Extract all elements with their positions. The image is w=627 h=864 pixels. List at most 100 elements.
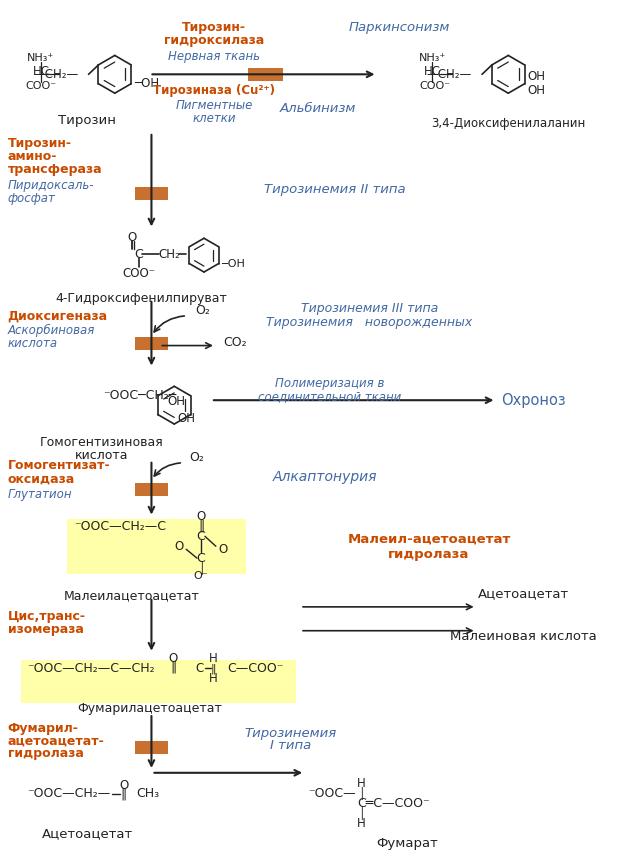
Bar [135,187,168,200]
Text: —CH₂—: —CH₂— [33,67,78,81]
Text: Ацетоацетат: Ацетоацетат [41,827,132,840]
Text: Гомогентизиновая: Гомогентизиновая [40,436,164,449]
Text: гидролаза: гидролаза [8,747,83,760]
Text: OH: OH [527,84,545,98]
Text: ⁻OOC—CH₂—: ⁻OOC—CH₂— [28,787,111,800]
Text: Тирозинемия: Тирозинемия [244,727,336,740]
Text: Тирозин-: Тирозин- [8,137,71,150]
Bar [135,337,168,350]
Text: O: O [174,540,184,553]
Text: OH: OH [177,411,195,424]
Text: Диоксигеназа: Диоксигеназа [8,309,108,322]
Text: C—COO⁻: C—COO⁻ [227,662,283,675]
Text: Цис,транс-: Цис,транс- [8,610,86,623]
Text: Аскорбиновая: Аскорбиновая [8,324,95,337]
Text: COO⁻: COO⁻ [419,81,450,92]
Text: C: C [197,552,206,565]
Text: Ацетоацетат: Ацетоацетат [478,588,569,600]
Text: Тирозинемия   новорожденных: Тирозинемия новорожденных [266,316,473,329]
Text: кислота: кислота [75,449,129,462]
Text: COO⁻: COO⁻ [122,266,155,280]
Text: соединительной ткани: соединительной ткани [258,390,401,403]
Text: H: H [209,652,218,665]
Text: HC: HC [424,65,441,78]
Text: Альбинизм: Альбинизм [280,102,356,115]
Text: ‖: ‖ [170,661,176,674]
Text: NH₃⁺: NH₃⁺ [419,54,446,63]
Text: Малеил-ацетоацетат: Малеил-ацетоацетат [347,533,510,546]
Text: Алкаптонурия: Алкаптонурия [273,470,377,484]
Text: 3,4-Диоксифенилаланин: 3,4-Диоксифенилаланин [431,118,586,130]
Text: O: O [196,510,206,523]
Text: OH: OH [167,395,186,408]
Text: ─OH: ─OH [221,258,245,269]
Text: ‖: ‖ [198,520,204,533]
Text: │: │ [358,787,365,800]
Bar [135,741,168,754]
Text: Пиридоксаль-: Пиридоксаль- [8,179,94,192]
Text: │: │ [198,562,204,575]
Bar [135,483,168,496]
Text: Фумарат: Фумарат [376,837,438,850]
Text: фосфат: фосфат [8,192,56,205]
Bar [248,68,283,80]
Text: Тирозинемия II типа: Тирозинемия II типа [264,183,406,196]
Text: ⁻OOC—CH₂—C: ⁻OOC—CH₂—C [74,520,166,533]
Text: —CH₂—: —CH₂— [427,67,472,81]
Text: Гомогентизат-: Гомогентизат- [8,460,110,473]
Bar [21,659,296,703]
Text: CH₃: CH₃ [137,787,160,800]
Text: ⁻OOC—: ⁻OOC— [308,787,356,800]
Text: ацетоацетат-: ацетоацетат- [8,734,105,747]
Text: C: C [195,662,203,675]
Text: O₂: O₂ [195,304,210,317]
Bar [67,519,246,574]
Text: CH₂: CH₂ [159,248,180,261]
Text: Малеиновая кислота: Малеиновая кислота [450,630,596,643]
Text: 4-Гидроксифенилпируват: 4-Гидроксифенилпируват [56,292,228,305]
Text: I типа: I типа [270,740,311,753]
Text: NH₃⁺: NH₃⁺ [28,54,55,63]
Text: Фумарилацетоацетат: Фумарилацетоацетат [77,702,222,715]
Text: Тирозин: Тирозин [58,113,116,126]
Text: Глутатион: Глутатион [8,488,72,501]
Text: │: │ [358,807,365,820]
Text: Полимеризация в: Полимеризация в [275,377,384,390]
Text: амино-: амино- [8,150,57,163]
Text: Тирозиназа (Cu²⁺): Тирозиназа (Cu²⁺) [153,84,275,97]
Text: H: H [357,817,366,830]
Text: оксидаза: оксидаза [8,473,75,486]
Text: Малеилацетоацетат: Малеилацетоацетат [64,589,199,602]
Text: ‖: ‖ [120,787,127,800]
Text: O: O [169,652,178,665]
Text: Нервная ткань: Нервная ткань [168,50,260,63]
Text: O⁻: O⁻ [194,571,208,581]
Text: COO⁻: COO⁻ [26,81,56,92]
Text: Паркинсонизм: Паркинсонизм [349,21,450,34]
Text: изомераза: изомераза [8,623,83,636]
Text: кислота: кислота [8,337,58,350]
Text: гидролаза: гидролаза [388,548,470,561]
Text: ─OH: ─OH [134,77,159,90]
Text: HC: HC [33,65,50,78]
Text: ‖: ‖ [210,664,216,674]
Text: трансфераза: трансфераза [8,163,102,176]
Text: Тирозин-: Тирозин- [182,21,246,34]
Text: Фумарил-: Фумарил- [8,721,78,734]
Text: O: O [119,779,129,792]
Text: C: C [197,530,206,543]
Text: H: H [209,672,218,685]
Text: Охроноз: Охроноз [501,393,566,408]
Text: C: C [134,248,143,261]
Text: O₂: O₂ [189,451,204,464]
Text: гидроксилаза: гидроксилаза [164,34,264,47]
Text: CO₂: CO₂ [223,336,246,349]
Text: O: O [127,231,136,244]
Text: OH: OH [527,70,545,83]
Text: Пигментные: Пигментные [175,98,253,111]
Text: H: H [357,778,366,791]
Text: C═C—COO⁻: C═C—COO⁻ [357,797,430,810]
Text: Тирозинемия III типа: Тирозинемия III типа [301,302,438,315]
Text: ⁻OOC─CH₂─: ⁻OOC─CH₂─ [103,390,177,403]
Text: O: O [218,543,228,556]
